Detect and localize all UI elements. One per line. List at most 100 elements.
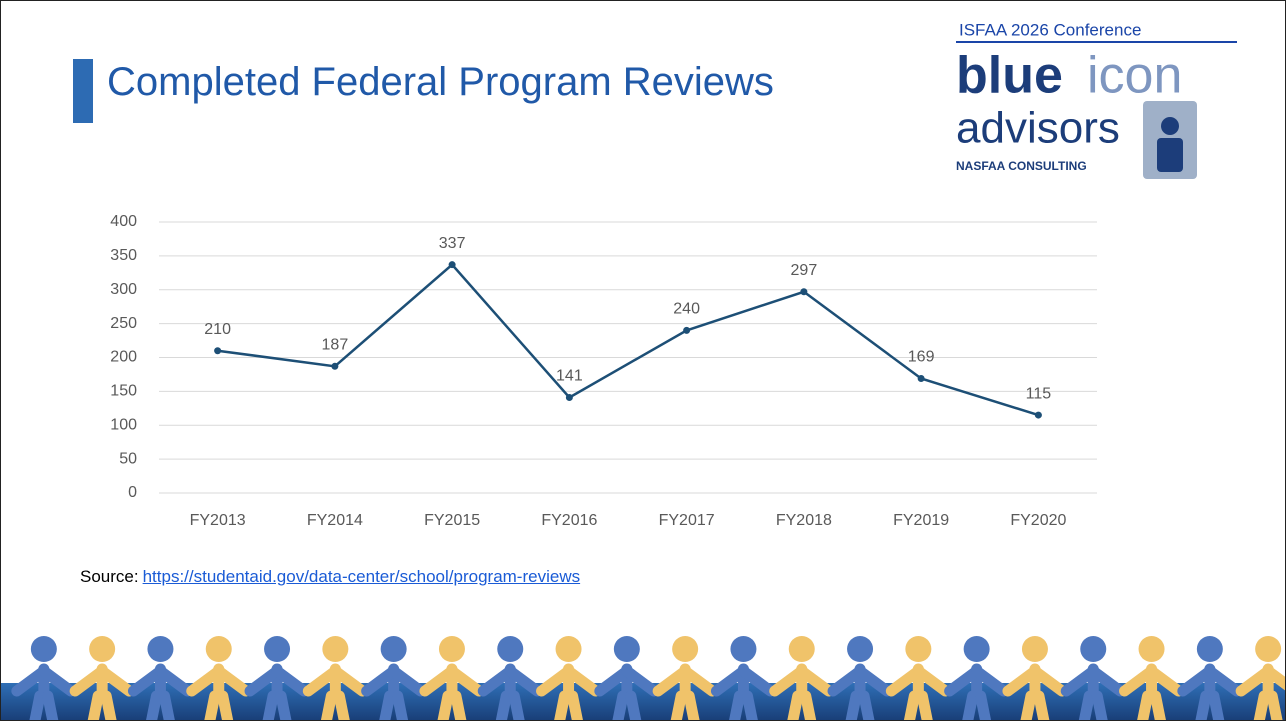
- x-tick-label: FY2018: [776, 512, 832, 529]
- person-head: [205, 636, 232, 662]
- person-arm: [536, 665, 575, 697]
- y-tick-label: 200: [110, 349, 137, 366]
- person: [419, 636, 485, 720]
- person-arm: [38, 665, 77, 697]
- person-leg: [450, 690, 467, 720]
- logo-icon-body: [1157, 138, 1183, 172]
- y-tick-label: 100: [110, 416, 137, 433]
- x-tick-label: FY2019: [893, 512, 949, 529]
- person-arm: [186, 665, 225, 697]
- person-leg: [1208, 690, 1225, 720]
- person: [885, 636, 951, 720]
- data-label: 337: [439, 235, 466, 252]
- person-head: [497, 636, 524, 662]
- person-arm: [96, 665, 135, 697]
- person-arm: [244, 665, 283, 697]
- person-leg: [100, 690, 117, 720]
- person-leg: [670, 690, 687, 720]
- person-leg: [625, 690, 642, 720]
- person-head: [322, 636, 349, 662]
- point: [800, 288, 808, 296]
- data-label: 210: [204, 321, 231, 338]
- title-accent: [73, 59, 93, 123]
- person-head: [438, 636, 465, 662]
- person: [1002, 636, 1068, 720]
- person-head: [1138, 636, 1165, 662]
- logo-icon-head: [1161, 117, 1179, 135]
- person-leg: [333, 690, 350, 720]
- x-tick-label: FY2017: [659, 512, 715, 529]
- data-label: 187: [322, 337, 349, 354]
- person-arm: [885, 665, 924, 697]
- person-leg: [1078, 690, 1095, 720]
- person-arm: [127, 665, 166, 697]
- person-arm: [621, 665, 660, 697]
- person-leg: [217, 690, 234, 720]
- person-leg: [903, 690, 920, 720]
- person-arm: [737, 665, 776, 697]
- person: [1235, 636, 1285, 720]
- point: [214, 347, 222, 355]
- x-tick-label: FY2020: [1010, 512, 1066, 529]
- person-arm: [1177, 665, 1216, 697]
- source: Source: https://studentaid.gov/data-cente…: [80, 567, 580, 587]
- person: [477, 636, 543, 720]
- person-arm: [302, 665, 341, 697]
- person: [1119, 636, 1185, 720]
- person-arm: [827, 665, 866, 697]
- person-arm: [1146, 665, 1185, 697]
- person-head: [380, 636, 407, 662]
- person-leg: [962, 690, 979, 720]
- person-leg: [437, 690, 454, 720]
- person-leg: [1150, 690, 1166, 720]
- person-head: [613, 636, 640, 662]
- person: [1177, 636, 1243, 720]
- person-leg: [320, 690, 337, 720]
- source-link[interactable]: https://studentaid.gov/data-center/schoo…: [142, 567, 581, 586]
- x-tick-label: FY2015: [424, 512, 480, 529]
- person-arm: [271, 665, 310, 697]
- person-leg: [204, 690, 221, 720]
- point: [683, 326, 691, 334]
- line: [217, 262, 1039, 417]
- person-arm: [971, 665, 1010, 697]
- person-head: [264, 636, 291, 662]
- person: [710, 636, 776, 720]
- person-leg: [158, 690, 175, 720]
- data-label: 141: [556, 368, 583, 385]
- person-arm: [679, 665, 718, 697]
- person-leg: [567, 690, 583, 720]
- person-arm: [1204, 665, 1243, 697]
- person-head: [1021, 636, 1048, 662]
- person-leg: [858, 690, 875, 720]
- person-arm: [329, 665, 368, 697]
- person-arm: [710, 665, 749, 697]
- person-head: [905, 636, 932, 662]
- person-leg: [1253, 690, 1270, 720]
- person-arm: [388, 665, 427, 697]
- logo-second: advisors: [956, 104, 1120, 153]
- person-head: [89, 636, 116, 662]
- person-arm: [446, 665, 485, 697]
- person-arm: [769, 665, 808, 697]
- person: [361, 636, 427, 720]
- person-head: [730, 636, 757, 662]
- person: [1060, 636, 1126, 720]
- person-arm: [563, 665, 602, 697]
- person-arm: [1029, 665, 1068, 697]
- logo-tagline: NASFAA CONSULTING: [956, 159, 1087, 173]
- person-arm: [912, 665, 951, 697]
- person: [652, 636, 718, 720]
- person-arm: [477, 665, 516, 697]
- person-leg: [275, 690, 292, 720]
- point: [331, 362, 339, 370]
- person: [536, 636, 602, 720]
- person-arm: [213, 665, 252, 697]
- person-arm: [69, 665, 108, 697]
- person-head: [30, 636, 57, 662]
- person-leg: [87, 690, 104, 720]
- person-head: [672, 636, 699, 662]
- person-arm: [1235, 665, 1274, 697]
- x-tick-label: FY2013: [190, 512, 246, 529]
- person: [594, 636, 660, 720]
